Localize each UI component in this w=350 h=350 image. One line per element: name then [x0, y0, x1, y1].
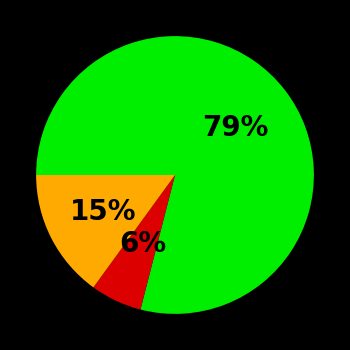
- Wedge shape: [36, 175, 175, 287]
- Text: 15%: 15%: [70, 197, 136, 225]
- Text: 6%: 6%: [119, 230, 166, 258]
- Wedge shape: [36, 36, 314, 314]
- Text: 79%: 79%: [202, 114, 268, 142]
- Wedge shape: [93, 175, 175, 309]
